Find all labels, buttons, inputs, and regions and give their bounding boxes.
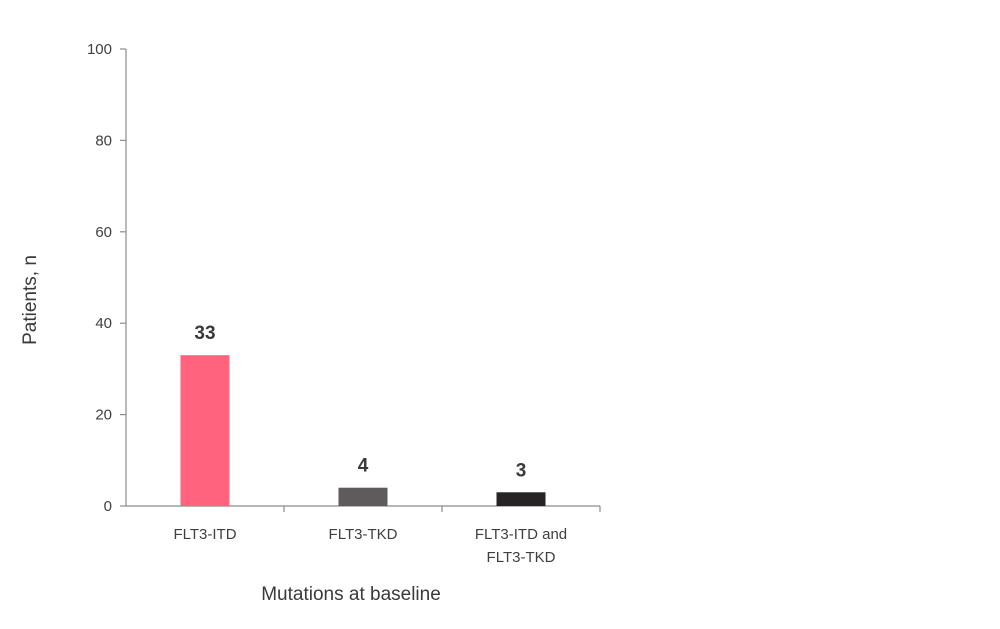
x-category-label: FLT3-ITD and FLT3-TKD (475, 526, 567, 566)
y-axis-ticks: 0 20 40 60 80 100 (87, 41, 126, 515)
bars (180, 355, 601, 512)
bar (180, 355, 230, 506)
x-axis-category-labels: FLT3-ITD FLT3-TKD FLT3-ITD and FLT3-TKD (173, 526, 567, 566)
y-tick-label: 100 (87, 41, 112, 58)
bar (496, 492, 546, 506)
y-axis-title: Patients, n (20, 255, 41, 345)
y-tick-label: 80 (95, 132, 112, 149)
bar (338, 487, 388, 506)
x-category-label: FLT3-ITD (173, 526, 236, 543)
y-tick-label: 0 (104, 498, 112, 515)
x-axis-title: Mutations at baseline (261, 584, 441, 605)
y-tick-label: 60 (95, 224, 112, 241)
x-category-label: FLT3-TKD (329, 526, 398, 543)
y-tick-label: 40 (95, 315, 112, 332)
y-tick-label: 20 (95, 407, 112, 424)
data-labels: 33 4 3 (194, 323, 526, 481)
data-label: 3 (516, 460, 527, 481)
data-label: 33 (194, 323, 215, 344)
data-label: 4 (358, 456, 369, 477)
